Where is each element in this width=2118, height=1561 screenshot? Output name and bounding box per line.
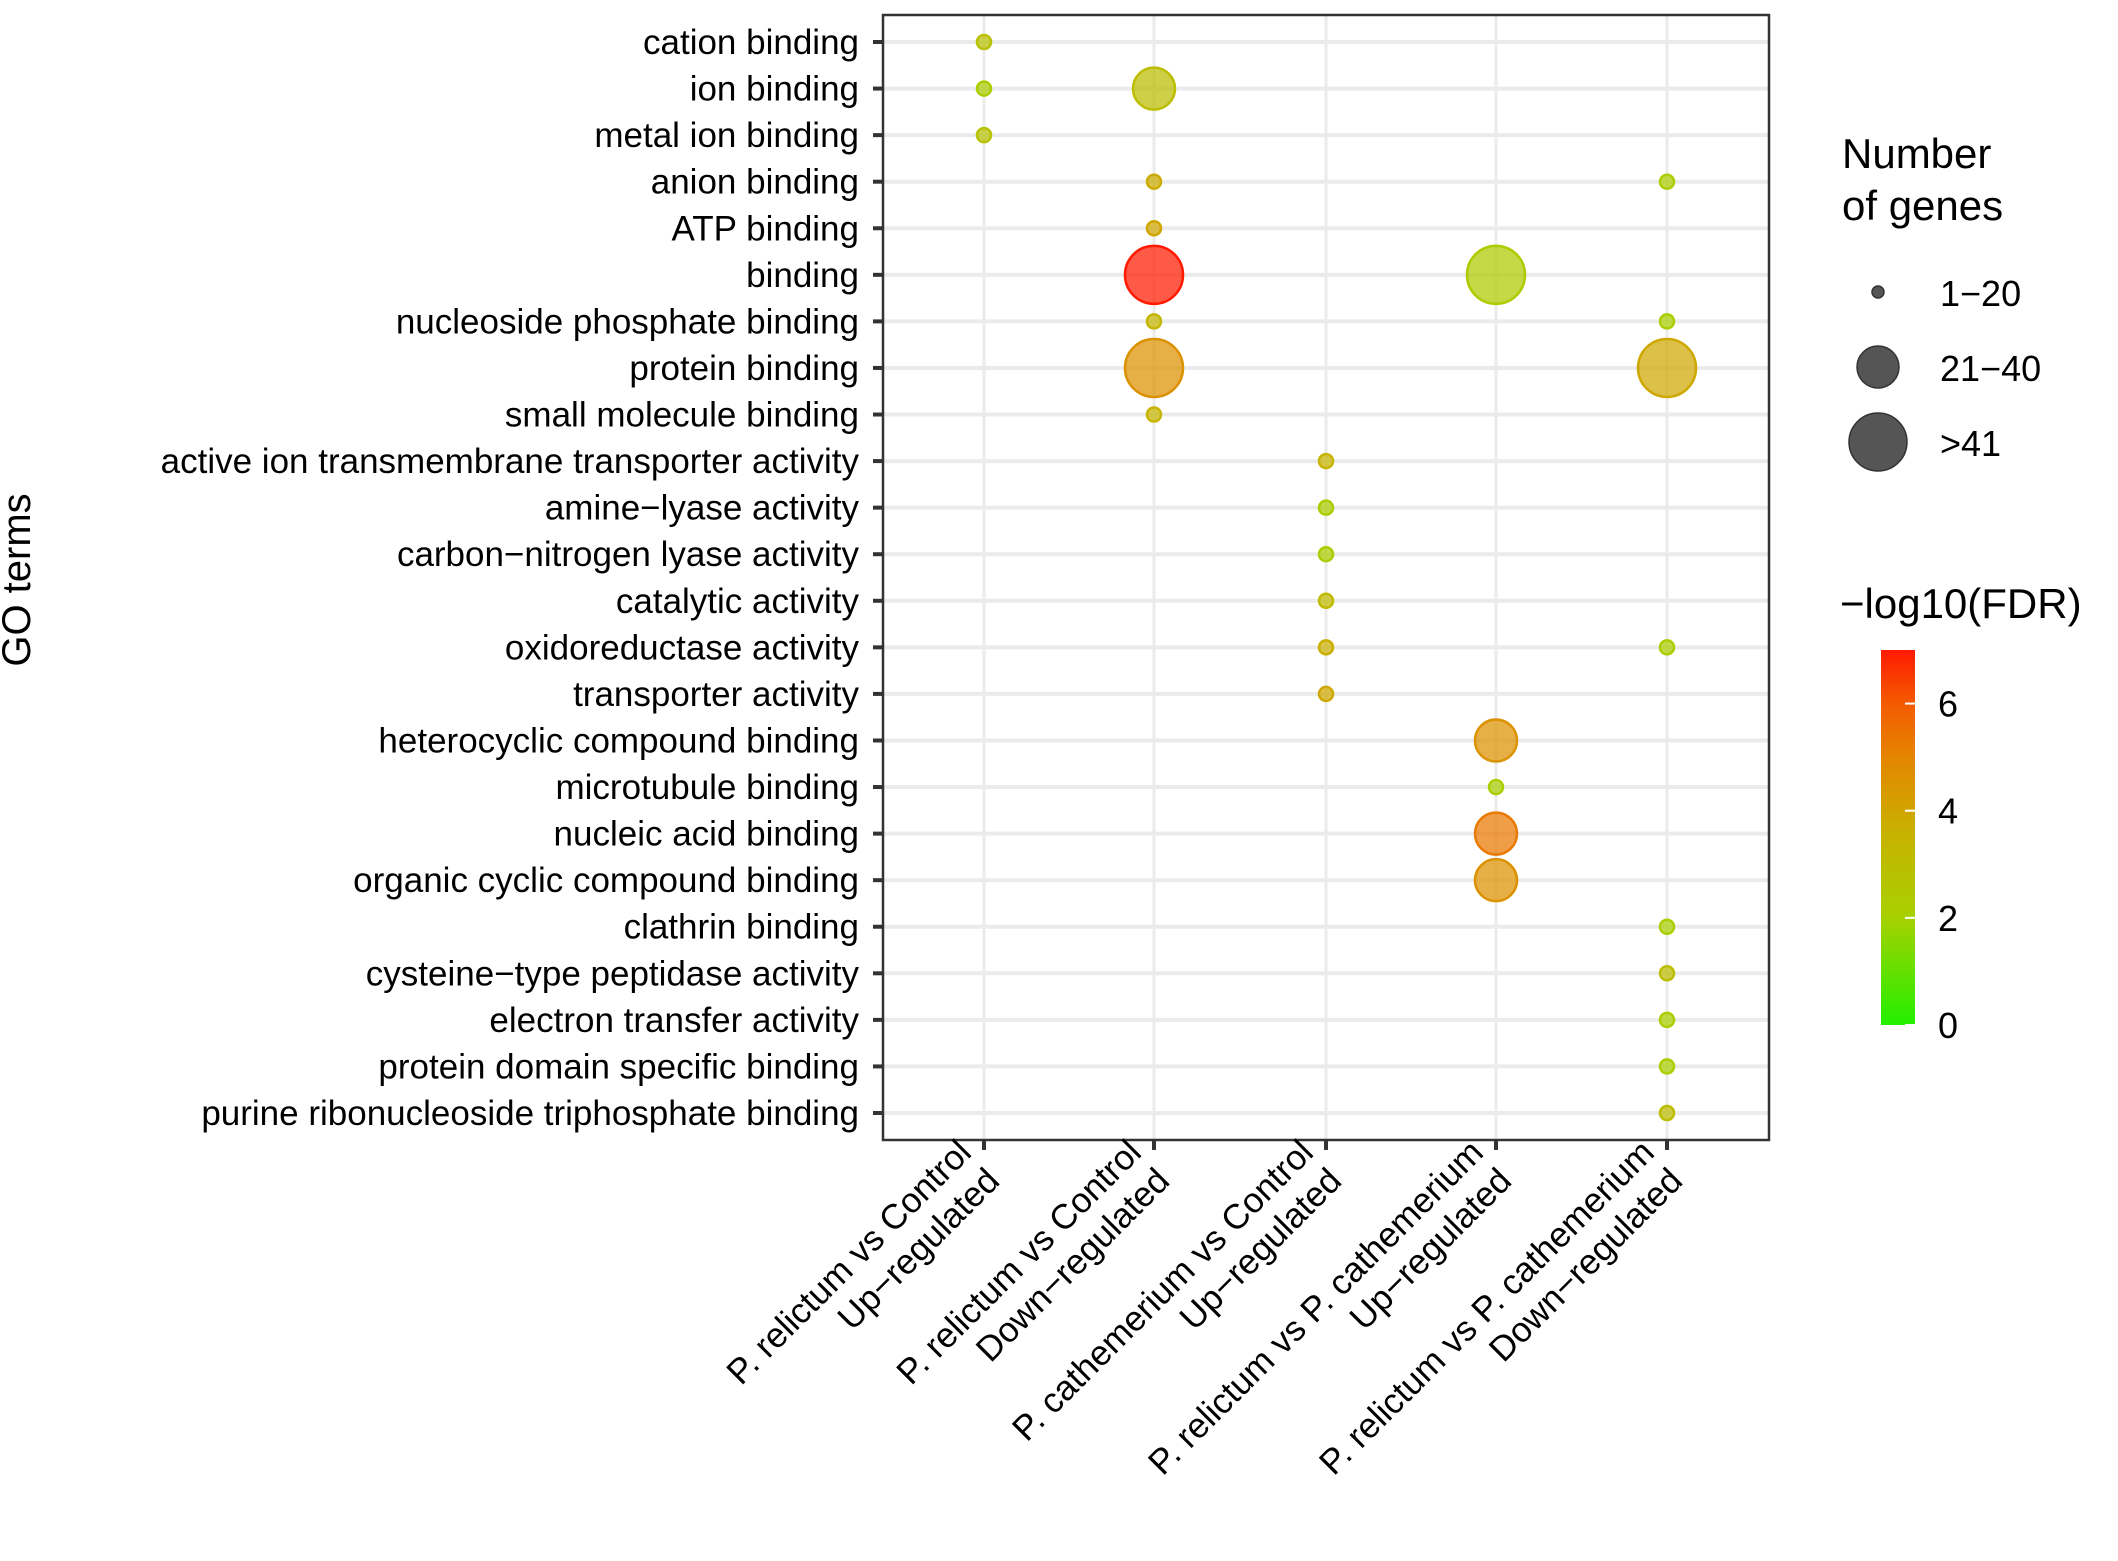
y-tick-label: nucleoside phosphate binding bbox=[396, 302, 859, 341]
data-point bbox=[975, 33, 993, 51]
data-point bbox=[1145, 220, 1163, 237]
data-point bbox=[1658, 1104, 1676, 1122]
data-point bbox=[1658, 1058, 1676, 1075]
size-legend-label-medium: 21−40 bbox=[1940, 348, 2041, 389]
colorbar bbox=[1881, 650, 1915, 1025]
y-tick-label: electron transfer activity bbox=[489, 1001, 859, 1040]
data-point bbox=[1123, 337, 1185, 399]
y-tick-label: nucleic acid binding bbox=[554, 815, 859, 854]
y-tick-label: microtubule binding bbox=[555, 768, 859, 807]
data-point bbox=[1317, 452, 1335, 470]
y-tick-label: ATP binding bbox=[672, 209, 859, 248]
size-legend-key-small bbox=[1871, 285, 1885, 299]
data-point bbox=[1317, 639, 1335, 656]
y-tick-label: amine−lyase activity bbox=[545, 489, 860, 528]
data-point bbox=[1473, 718, 1519, 763]
data-point bbox=[1658, 1011, 1676, 1029]
y-tick-label: carbon−nitrogen lyase activity bbox=[397, 535, 860, 574]
data-point bbox=[1123, 244, 1185, 306]
size-legend-key-medium bbox=[1856, 345, 1900, 389]
data-point bbox=[975, 126, 993, 144]
data-point bbox=[1473, 811, 1519, 856]
y-tick-label: protein binding bbox=[629, 349, 859, 388]
y-tick-label: small molecule binding bbox=[505, 396, 859, 435]
data-point bbox=[1145, 313, 1163, 330]
size-legend-label-large: >41 bbox=[1940, 423, 2001, 464]
data-point bbox=[1658, 639, 1676, 656]
colorbar-tick-label: 6 bbox=[1938, 684, 1958, 725]
data-point bbox=[1317, 499, 1335, 516]
data-point bbox=[1658, 313, 1676, 330]
plot-panel bbox=[881, 13, 1771, 1142]
y-tick-label: ion binding bbox=[690, 70, 859, 109]
data-point bbox=[1473, 857, 1519, 903]
color-legend-title: −log10(FDR) bbox=[1840, 580, 2082, 627]
data-point bbox=[1131, 66, 1177, 111]
data-point bbox=[1658, 965, 1676, 982]
y-tick-label: active ion transmembrane transporter act… bbox=[161, 442, 860, 481]
y-tick-label: heterocyclic compound binding bbox=[378, 721, 859, 760]
y-tick-label: cysteine−type peptidase activity bbox=[366, 954, 860, 993]
colorbar-ticks: 0 2 4 6 bbox=[1905, 684, 1958, 1046]
y-axis-title: GO terms bbox=[0, 493, 39, 666]
size-legend-key-large bbox=[1848, 412, 1908, 472]
y-tick-label: purine ribonucleoside triphosphate bindi… bbox=[201, 1094, 859, 1133]
data-point bbox=[1145, 406, 1163, 423]
y-tick-label: clathrin binding bbox=[624, 908, 859, 947]
y-tick-label: binding bbox=[746, 256, 859, 295]
colorbar-tick-label: 2 bbox=[1938, 898, 1958, 939]
data-points bbox=[975, 33, 1698, 1122]
size-legend: Number of genes 1−20 21−40 >41 bbox=[1842, 130, 2041, 472]
size-legend-title-line1: Number bbox=[1842, 130, 1991, 177]
y-tick-label: oxidoreductase activity bbox=[505, 628, 860, 667]
vertical-gridlines bbox=[982, 15, 1669, 1140]
data-point bbox=[1487, 778, 1505, 796]
data-point bbox=[1658, 918, 1676, 935]
data-point bbox=[1145, 173, 1163, 190]
data-point bbox=[1658, 173, 1676, 190]
data-point bbox=[1317, 545, 1335, 563]
y-tick-label: catalytic activity bbox=[616, 582, 860, 621]
data-point bbox=[1317, 592, 1335, 610]
colorbar-tick-label: 4 bbox=[1938, 791, 1958, 832]
color-legend: −log10(FDR) 0 2 4 6 bbox=[1840, 580, 2082, 1046]
data-point bbox=[975, 80, 993, 97]
y-tick-label: metal ion binding bbox=[594, 116, 859, 155]
y-axis: cation binding ion binding metal ion bindi… bbox=[161, 23, 883, 1133]
data-point bbox=[1636, 337, 1698, 399]
y-tick-label: protein domain specific binding bbox=[378, 1047, 859, 1086]
y-tick-label: organic cyclic compound binding bbox=[353, 861, 859, 900]
y-tick-label: transporter activity bbox=[573, 675, 859, 714]
y-tick-label: anion binding bbox=[651, 163, 859, 202]
colorbar-tick-label: 0 bbox=[1938, 1005, 1958, 1046]
data-point bbox=[1465, 244, 1527, 306]
size-legend-title-line2: of genes bbox=[1842, 182, 2003, 229]
size-legend-label-small: 1−20 bbox=[1940, 273, 2021, 314]
data-point bbox=[1317, 685, 1335, 703]
y-tick-label: cation binding bbox=[643, 23, 859, 62]
